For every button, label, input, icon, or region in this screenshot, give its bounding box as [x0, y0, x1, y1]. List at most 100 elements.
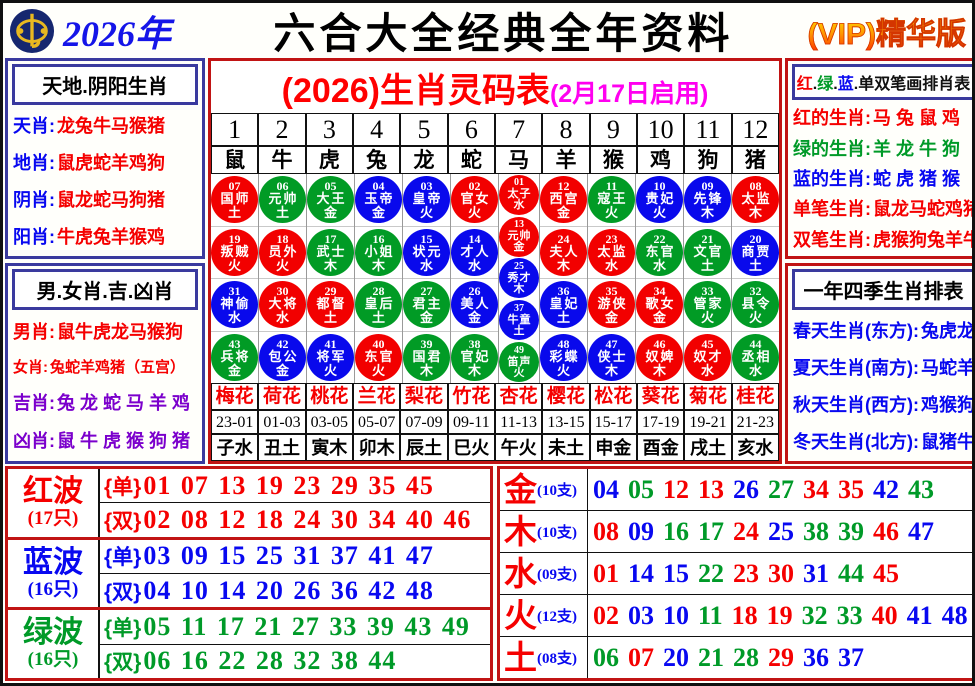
ball-title: 太子: [507, 188, 532, 201]
ball-slot: 32 县令火: [732, 279, 779, 332]
num-cell: 1: [211, 113, 259, 146]
wave-panel: 红波 (17只) {单} 01 07 13 19 23 29 35 45 {双} 02 0…: [5, 466, 493, 681]
ball-column: 09 先锋木 21 文官土 33 管家火 45 奴才水: [684, 174, 732, 383]
flower-cell: 松花: [589, 383, 637, 410]
element-number: 41: [906, 600, 933, 630]
ball-element: 水: [227, 310, 241, 326]
ball-column: 11 寇王火 23 太监水 35 游侠金 47 侠士木: [588, 174, 636, 383]
ball-element: 金: [604, 310, 618, 326]
brand-logo-icon: [9, 8, 55, 53]
male-female-row: 男肖: 鼠牛虎龙马猴狗: [13, 318, 197, 344]
color-stroke-label: 红的生肖:: [793, 108, 871, 129]
ball-title: 秀才: [507, 271, 532, 284]
ball-number: 46: [653, 336, 666, 351]
sky-earth-label: 阳肖:: [13, 226, 55, 247]
ball-slot: 42 包公金: [259, 332, 306, 384]
wave-even-tag: {双}: [104, 510, 142, 534]
ball-title: 兵将: [220, 348, 251, 364]
zodiac-cell: 牛: [258, 146, 306, 174]
element-number: 02: [593, 600, 619, 630]
element-name: 木: [504, 513, 537, 550]
season-value: 鼠猪牛: [920, 431, 975, 452]
column-number-row: 1 2 3 4 5 6 7 8 9 10 11 12: [211, 113, 779, 146]
element-number: 45: [873, 558, 899, 588]
ball-title: 官妃: [460, 348, 491, 364]
male-female-label: 吉肖:: [13, 393, 55, 413]
ball-slot: 48 彩蝶火: [540, 332, 587, 384]
time-cell: 07-09: [400, 410, 448, 434]
element-number: 14: [628, 558, 654, 588]
time-cell: 09-11: [447, 410, 495, 434]
number-ball: 02 官女火: [451, 176, 498, 224]
zodiac-code-table: (2026)生肖灵码表(2月17日启用) 1 2 3 4 5 6 7 8 9 10 11 12 鼠牛虎…: [208, 58, 782, 464]
zodiac-cell: 狗: [684, 146, 732, 174]
number-ball: 16 小姐木: [355, 228, 402, 276]
season-row: 冬天生肖(北方): 鼠猪牛: [793, 428, 975, 454]
flower-cell: 樱花: [542, 383, 590, 410]
ball-slot: 46 奴婢木: [636, 332, 683, 384]
wave-even-line: {双} 02 08 12 18 24 30 34 40 46: [100, 503, 490, 536]
ball-title: 贵妃: [645, 191, 676, 207]
ball-element: 火: [748, 310, 762, 326]
season-value: 鸡猴狗: [920, 394, 975, 415]
element-number: 25: [768, 516, 794, 546]
ball-title: 君主: [412, 296, 443, 312]
season-row: 秋天生肖(西方): 鸡猴狗: [793, 391, 975, 417]
wave-label: 绿波 (16只): [8, 610, 100, 679]
number-ball: 10 贵妃火: [636, 176, 683, 224]
time-cell: 13-15: [542, 410, 590, 434]
season-row: 夏天生肖(南方): 马蛇羊: [793, 354, 972, 380]
zodiac-cell: 鼠: [211, 146, 259, 174]
ball-slot: 29 都督土: [307, 279, 354, 332]
ball-title: 先锋: [693, 191, 724, 207]
ball-slot: 24 夫人木: [540, 227, 587, 279]
num-cell: 8: [542, 113, 590, 146]
ball-title: 大王: [316, 191, 347, 207]
ball-number: 36: [557, 284, 570, 299]
ball-number: 09: [701, 179, 714, 194]
ball-element: 火: [323, 362, 337, 378]
sky-earth-value: 鼠虎蛇羊鸡狗: [57, 153, 165, 174]
panel-color-stroke-zodiac: 红.绿.蓝.单双笔画排肖表 红的生肖: 马 兔 鼠 鸡绿的生肖: 羊 龙 牛 狗蓝的…: [785, 58, 975, 259]
male-female-label: 男肖:: [13, 322, 55, 342]
element-number: 01: [593, 558, 619, 588]
flower-cell: 荷花: [258, 383, 306, 410]
flower-cell: 梨花: [400, 383, 448, 410]
color-stroke-row: 蓝的生肖: 蛇 虎 猪 猴: [793, 165, 972, 191]
color-stroke-value: 鼠龙马蛇鸡猪: [873, 199, 975, 220]
ball-title: 状元: [412, 243, 443, 259]
panel-color-stroke-title-part: 绿: [817, 76, 834, 93]
wave-count: (16只): [27, 578, 79, 600]
ball-slot: 27 君主金: [403, 279, 450, 332]
zodiac-cell: 马: [494, 146, 543, 174]
ball-element: 土: [513, 324, 525, 337]
male-female-value: 鼠 牛 虎 猴 狗 猪: [57, 431, 191, 451]
time-cell: 03-05: [305, 410, 353, 434]
ball-element: 金: [556, 205, 570, 221]
panel-color-stroke-title-part: .: [833, 76, 838, 93]
ball-title: 员外: [268, 243, 299, 259]
panel-color-stroke-title-part: 红: [796, 76, 813, 93]
number-ball: 27 君主金: [403, 281, 450, 329]
element-numbers: 01 14 15 22 23 30 31 44 45: [588, 553, 972, 594]
element-number: 34: [803, 474, 829, 504]
panel-color-stroke-title-part: 单双笔画排肖表: [858, 76, 971, 93]
element-number: 40: [871, 600, 898, 630]
element-number: 15: [663, 558, 689, 588]
ball-slot: 18 员外火: [259, 227, 306, 279]
num-cell: 10: [636, 113, 685, 146]
ball-number: 01: [514, 177, 524, 189]
sky-earth-row: 阴肖: 鼠龙蛇马狗猪: [13, 186, 197, 212]
time-cell: 01-03: [258, 410, 306, 434]
male-female-row: 凶肖: 鼠 牛 虎 猴 狗 猪: [13, 427, 197, 453]
wave-numbers: {单} 01 07 13 19 23 29 35 45 {双} 02 08 12 18…: [100, 469, 490, 537]
ball-number: 26: [468, 284, 481, 299]
ball-number: 32: [749, 284, 762, 299]
ball-element: 水: [419, 257, 433, 273]
ball-slot: 37 牛童土: [499, 299, 539, 341]
ball-number: 38: [468, 336, 481, 351]
color-stroke-row: 双笔生肖: 虎猴狗兔羊牛: [793, 226, 972, 252]
ball-number: 04: [372, 179, 385, 194]
ball-title: 官女: [460, 191, 491, 207]
panel-male-female-title: 男.女肖.吉.凶肖: [12, 269, 198, 310]
